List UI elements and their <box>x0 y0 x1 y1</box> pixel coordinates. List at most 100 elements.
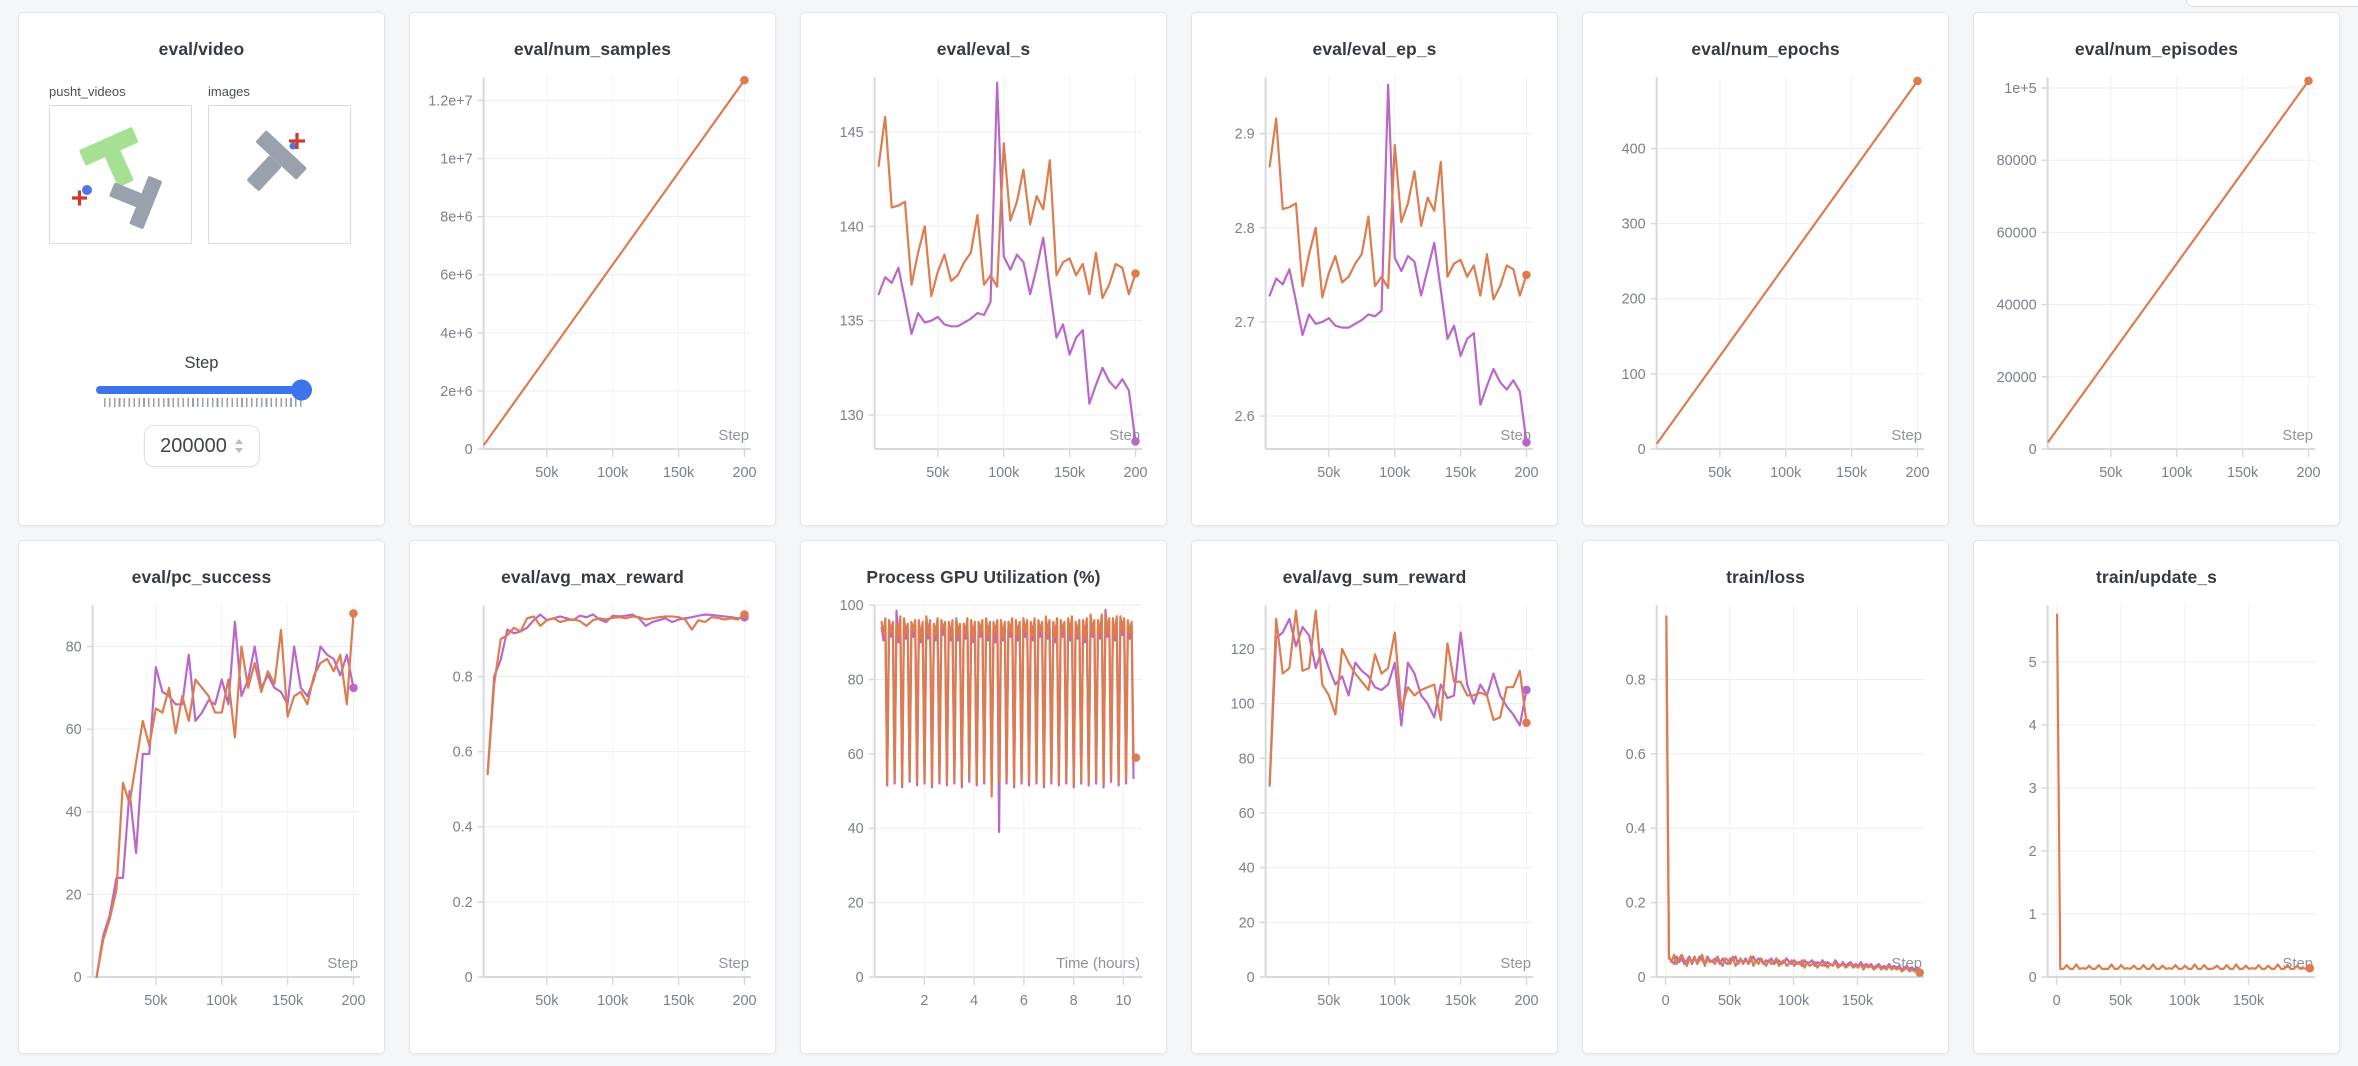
svg-text:140: 140 <box>840 219 864 235</box>
svg-text:2: 2 <box>2029 844 2037 860</box>
svg-text:Step: Step <box>718 956 749 972</box>
svg-text:60: 60 <box>848 747 864 763</box>
chart-train-loss[interactable]: 0 0.2 0.4 0.6 0.8 0 50k 100k 150k Step <box>1595 592 1936 1022</box>
svg-text:2e+6: 2e+6 <box>440 384 472 400</box>
svg-text:50k: 50k <box>1317 465 1341 481</box>
svg-text:50k: 50k <box>926 465 950 481</box>
svg-text:150k: 150k <box>663 993 695 1009</box>
panel-title: train/update_s <box>2095 567 2217 587</box>
svg-text:50k: 50k <box>535 993 559 1009</box>
svg-text:145: 145 <box>840 125 864 141</box>
chart-eval-avg-sum-reward[interactable]: 0 20 40 60 80 100 120 50k 100k 150k 200 Step <box>1204 592 1545 1022</box>
svg-text:60: 60 <box>66 722 82 738</box>
svg-text:2: 2 <box>920 993 928 1009</box>
chart-eval-num-epochs[interactable]: 0 100 200 300 400 50k 100k 150k 200 Step <box>1595 64 1936 494</box>
step-slider[interactable] <box>95 379 312 407</box>
panel-train-loss: train/loss 0 0.2 0.4 0.6 0.8 0 50k 100k 150k Step <box>1582 540 1949 1054</box>
svg-text:50k: 50k <box>535 465 559 481</box>
chart-eval-num-episodes[interactable]: 0 20000 40000 60000 80000 1e+5 50k 100k 150k 200 S… <box>1986 64 2327 494</box>
pusht-scene-image <box>72 127 162 229</box>
svg-text:40000: 40000 <box>1997 298 2037 314</box>
chart-eval-num-samples[interactable]: 0 2e+6 4e+6 6e+6 8e+6 1e+7 1.2e+7 50k 100k 150k 20… <box>422 64 763 494</box>
panel-title: eval/num_epochs <box>1691 39 1840 59</box>
video-thumbnail-images[interactable] <box>208 105 351 244</box>
panel-eval-avg-max-reward: eval/avg_max_reward 0 0.2 0.4 0.6 0.8 50k 100k… <box>409 540 776 1054</box>
panel-eval-num-episodes: eval/num_episodes 0 20000 40000 60000 80000 1… <box>1973 12 2340 526</box>
video-thumbnail-pusht[interactable] <box>49 105 192 244</box>
panel-eval-avg-sum-reward: eval/avg_sum_reward 0 20 40 60 80 100 120 50k 10… <box>1191 540 1558 1054</box>
pusht-image <box>247 130 307 191</box>
panel-eval-eval-ep-s: eval/eval_ep_s 2.6 2.7 2.8 2.9 50k 100k 150k 20… <box>1191 12 1558 526</box>
svg-text:1.2e+7: 1.2e+7 <box>428 93 472 109</box>
svg-text:150k: 150k <box>1445 465 1477 481</box>
svg-text:150k: 150k <box>2227 465 2259 481</box>
svg-text:130: 130 <box>840 408 864 424</box>
svg-text:5: 5 <box>2029 655 2037 671</box>
svg-text:100k: 100k <box>988 465 1020 481</box>
svg-text:0: 0 <box>856 970 864 986</box>
svg-text:100: 100 <box>1622 367 1646 383</box>
svg-text:60: 60 <box>1239 806 1255 822</box>
svg-text:150k: 150k <box>1054 465 1086 481</box>
svg-text:0.6: 0.6 <box>453 745 473 761</box>
svg-text:50k: 50k <box>2109 993 2133 1009</box>
svg-text:0.8: 0.8 <box>453 670 473 686</box>
svg-text:0: 0 <box>1638 442 1646 458</box>
svg-text:200: 200 <box>1622 292 1646 308</box>
svg-text:80: 80 <box>66 639 82 655</box>
panel-title: eval/num_episodes <box>2074 39 2239 59</box>
panel-eval-num-samples: eval/num_samples 0 2e+6 4e+6 6e+6 8e+6 1e+7 1.… <box>409 12 776 526</box>
svg-text:20: 20 <box>66 887 82 903</box>
panel-title: eval/avg_max_reward <box>501 567 684 587</box>
svg-text:0.6: 0.6 <box>1626 747 1646 763</box>
svg-text:120: 120 <box>1231 642 1255 658</box>
svg-text:0.2: 0.2 <box>453 895 473 911</box>
svg-text:2.7: 2.7 <box>1235 315 1255 331</box>
svg-text:0.2: 0.2 <box>1626 896 1646 912</box>
chart-train-update-s[interactable]: 0 1 2 3 4 5 0 50k 100k 150k Step <box>1986 592 2327 1022</box>
svg-text:Step: Step <box>718 428 749 444</box>
svg-text:1e+5: 1e+5 <box>2004 81 2036 97</box>
svg-text:150k: 150k <box>663 465 695 481</box>
svg-text:150k: 150k <box>1445 993 1477 1009</box>
svg-text:0: 0 <box>74 970 82 986</box>
svg-text:100k: 100k <box>206 993 238 1009</box>
step-value[interactable]: 200000 <box>160 434 227 457</box>
svg-text:50k: 50k <box>2099 465 2123 481</box>
svg-text:150k: 150k <box>2233 993 2265 1009</box>
svg-text:2.6: 2.6 <box>1235 409 1255 425</box>
svg-text:6: 6 <box>1020 993 1028 1009</box>
panel-title: eval/eval_ep_s <box>1312 39 1437 59</box>
decrement-icon[interactable] <box>234 448 243 453</box>
svg-text:10: 10 <box>1115 993 1131 1009</box>
svg-text:100k: 100k <box>1379 993 1411 1009</box>
svg-text:8e+6: 8e+6 <box>440 210 472 226</box>
svg-text:100k: 100k <box>1379 465 1411 481</box>
svg-text:4: 4 <box>2029 718 2037 734</box>
panel-title: eval/pc_success <box>131 567 272 587</box>
svg-text:1e+7: 1e+7 <box>440 151 472 167</box>
svg-text:0: 0 <box>2029 970 2037 986</box>
svg-text:80: 80 <box>1239 751 1255 767</box>
step-input[interactable]: 200000 <box>143 425 260 467</box>
slider-thumb[interactable] <box>290 379 312 401</box>
svg-text:200: 200 <box>1514 465 1538 481</box>
svg-text:100k: 100k <box>2169 993 2201 1009</box>
svg-text:Step: Step <box>1500 956 1531 972</box>
svg-text:Step: Step <box>327 956 358 972</box>
slider-tick-ruler <box>103 398 302 407</box>
chart-eval-eval-s[interactable]: 130 135 140 145 50k 100k 150k 200 Step <box>813 64 1154 494</box>
stepper-arrows[interactable] <box>234 439 243 453</box>
panel-eval-video: eval/video pusht_videos <box>18 12 385 526</box>
svg-text:Time (hours): Time (hours) <box>1056 956 1140 972</box>
panel-title: eval/eval_s <box>936 39 1031 59</box>
increment-icon[interactable] <box>234 439 243 444</box>
chart-eval-avg-max-reward[interactable]: 0 0.2 0.4 0.6 0.8 50k 100k 150k 200 Step <box>422 592 763 1022</box>
svg-text:0.4: 0.4 <box>453 820 473 836</box>
svg-text:8: 8 <box>1070 993 1078 1009</box>
chart-gpu-utilization[interactable]: 0 20 40 60 80 100 2 4 6 8 10 Time (hours) <box>813 592 1154 1022</box>
chart-eval-pc-success[interactable]: 0 20 40 60 80 50k 100k 150k 200 Step <box>31 592 372 1022</box>
chart-eval-eval-ep-s[interactable]: 2.6 2.7 2.8 2.9 50k 100k 150k 200 Step <box>1204 64 1545 494</box>
svg-text:2.8: 2.8 <box>1235 221 1255 237</box>
slider-track[interactable] <box>95 379 312 401</box>
